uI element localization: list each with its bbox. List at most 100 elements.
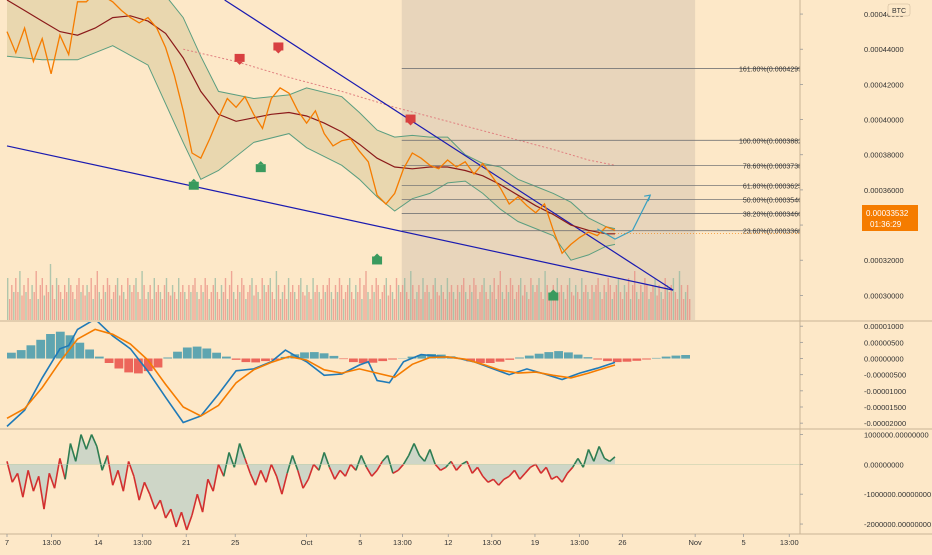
buy-marker[interactable] bbox=[256, 164, 266, 172]
volume-bar bbox=[176, 299, 177, 320]
macd-histogram-bar bbox=[36, 340, 45, 359]
volume-bar bbox=[300, 278, 301, 320]
volume-bar bbox=[648, 299, 649, 320]
volume-bar bbox=[158, 285, 159, 320]
volume-bar bbox=[231, 271, 232, 320]
volume-bar bbox=[72, 292, 73, 320]
fib-level-label: 23.60%(0.0003368 bbox=[743, 229, 802, 236]
volume-bar bbox=[325, 292, 326, 320]
volume-bar bbox=[349, 278, 350, 320]
volume-bar bbox=[133, 285, 134, 320]
volume-bar bbox=[677, 299, 678, 320]
y-tick-label: 0.00000000 bbox=[864, 355, 904, 364]
volume-bar bbox=[209, 299, 210, 320]
buy-marker[interactable] bbox=[189, 182, 199, 190]
volume-bar bbox=[683, 299, 684, 320]
volume-bar bbox=[80, 292, 81, 320]
volume-bar bbox=[359, 278, 360, 320]
volume-bar bbox=[235, 299, 236, 320]
volume-bar bbox=[190, 292, 191, 320]
x-tick-label: 5 bbox=[358, 538, 362, 547]
currency-badge: BTC bbox=[892, 8, 906, 15]
volume-bar bbox=[121, 285, 122, 320]
macd-histogram-bar bbox=[330, 356, 339, 359]
volume-bar bbox=[247, 292, 248, 320]
volume-bar bbox=[457, 285, 458, 320]
volume-bar bbox=[64, 285, 65, 320]
fib-level-label: 61.80%(0.0003625 bbox=[743, 183, 802, 190]
volume-bar bbox=[424, 292, 425, 320]
volume-bar bbox=[44, 296, 45, 321]
volume-bar bbox=[461, 285, 462, 320]
volume-bar bbox=[463, 278, 464, 320]
volume-bar bbox=[34, 292, 35, 320]
macd-histogram-bar bbox=[124, 359, 133, 373]
volume-bar bbox=[314, 292, 315, 320]
volume-bar bbox=[583, 292, 584, 320]
volume-bar bbox=[555, 299, 556, 320]
volume-bar bbox=[388, 296, 389, 321]
volume-bar bbox=[105, 292, 106, 320]
volume-bar bbox=[483, 278, 484, 320]
volume-bar bbox=[418, 285, 419, 320]
buy-marker[interactable] bbox=[548, 293, 558, 301]
volume-bar bbox=[384, 285, 385, 320]
macd-histogram-bar bbox=[388, 359, 397, 360]
volume-bar bbox=[400, 292, 401, 320]
volume-bar bbox=[321, 299, 322, 320]
volume-bar bbox=[180, 292, 181, 320]
volume-bar bbox=[68, 278, 69, 320]
y-tick-label: -0.00001000 bbox=[864, 387, 906, 396]
volume-bar bbox=[164, 285, 165, 320]
volume-bar bbox=[579, 299, 580, 320]
volume-bar bbox=[145, 299, 146, 320]
volume-bar bbox=[274, 299, 275, 320]
price-scale[interactable]: 0.000300000.000320000.000340000.00036000… bbox=[800, 10, 931, 529]
volume-bar bbox=[502, 292, 503, 320]
y-tick-label: 0.00038000 bbox=[864, 151, 904, 160]
volume-bar bbox=[632, 285, 633, 320]
volume-bar bbox=[280, 299, 281, 320]
volume-bar bbox=[542, 299, 543, 320]
volume-bar bbox=[170, 296, 171, 321]
volume-bar bbox=[186, 299, 187, 320]
volume-bar bbox=[626, 292, 627, 320]
volume-bar bbox=[54, 299, 55, 320]
volume-bar bbox=[25, 292, 26, 320]
volume-bar bbox=[13, 292, 14, 320]
macd-histogram-bar bbox=[662, 357, 671, 359]
x-tick-label: 12 bbox=[444, 538, 452, 547]
sell-marker[interactable] bbox=[406, 115, 416, 123]
volume-bar bbox=[549, 299, 550, 320]
volume-bar bbox=[496, 299, 497, 320]
y-tick-label: 1000000.00000000 bbox=[864, 430, 929, 439]
volume-bar bbox=[50, 264, 51, 320]
macd-histogram-bar bbox=[154, 359, 163, 368]
volume-bar bbox=[428, 292, 429, 320]
volume-bar bbox=[36, 271, 37, 320]
volume-bar bbox=[174, 292, 175, 320]
sell-marker[interactable] bbox=[235, 54, 245, 62]
volume-bar bbox=[430, 299, 431, 320]
volume-bar bbox=[107, 278, 108, 320]
volume-bar bbox=[125, 299, 126, 320]
volume-bar bbox=[137, 292, 138, 320]
x-tick-label: 21 bbox=[182, 538, 190, 547]
volume-bar bbox=[376, 278, 377, 320]
volume-bar bbox=[628, 278, 629, 320]
volume-bar bbox=[534, 292, 535, 320]
volume-bar bbox=[56, 278, 57, 320]
volume-bar bbox=[251, 278, 252, 320]
volume-bar bbox=[536, 285, 537, 320]
volume-bar bbox=[266, 292, 267, 320]
x-tick-label: Oct bbox=[301, 538, 314, 547]
sell-marker[interactable] bbox=[273, 42, 283, 50]
macd-histogram-bar bbox=[115, 359, 124, 369]
macd-histogram-bar bbox=[378, 359, 387, 362]
volume-bar bbox=[7, 278, 8, 320]
buy-marker[interactable] bbox=[372, 256, 382, 264]
volume-bar bbox=[447, 278, 448, 320]
y-tick-label: -1000000.00000000 bbox=[864, 490, 931, 499]
